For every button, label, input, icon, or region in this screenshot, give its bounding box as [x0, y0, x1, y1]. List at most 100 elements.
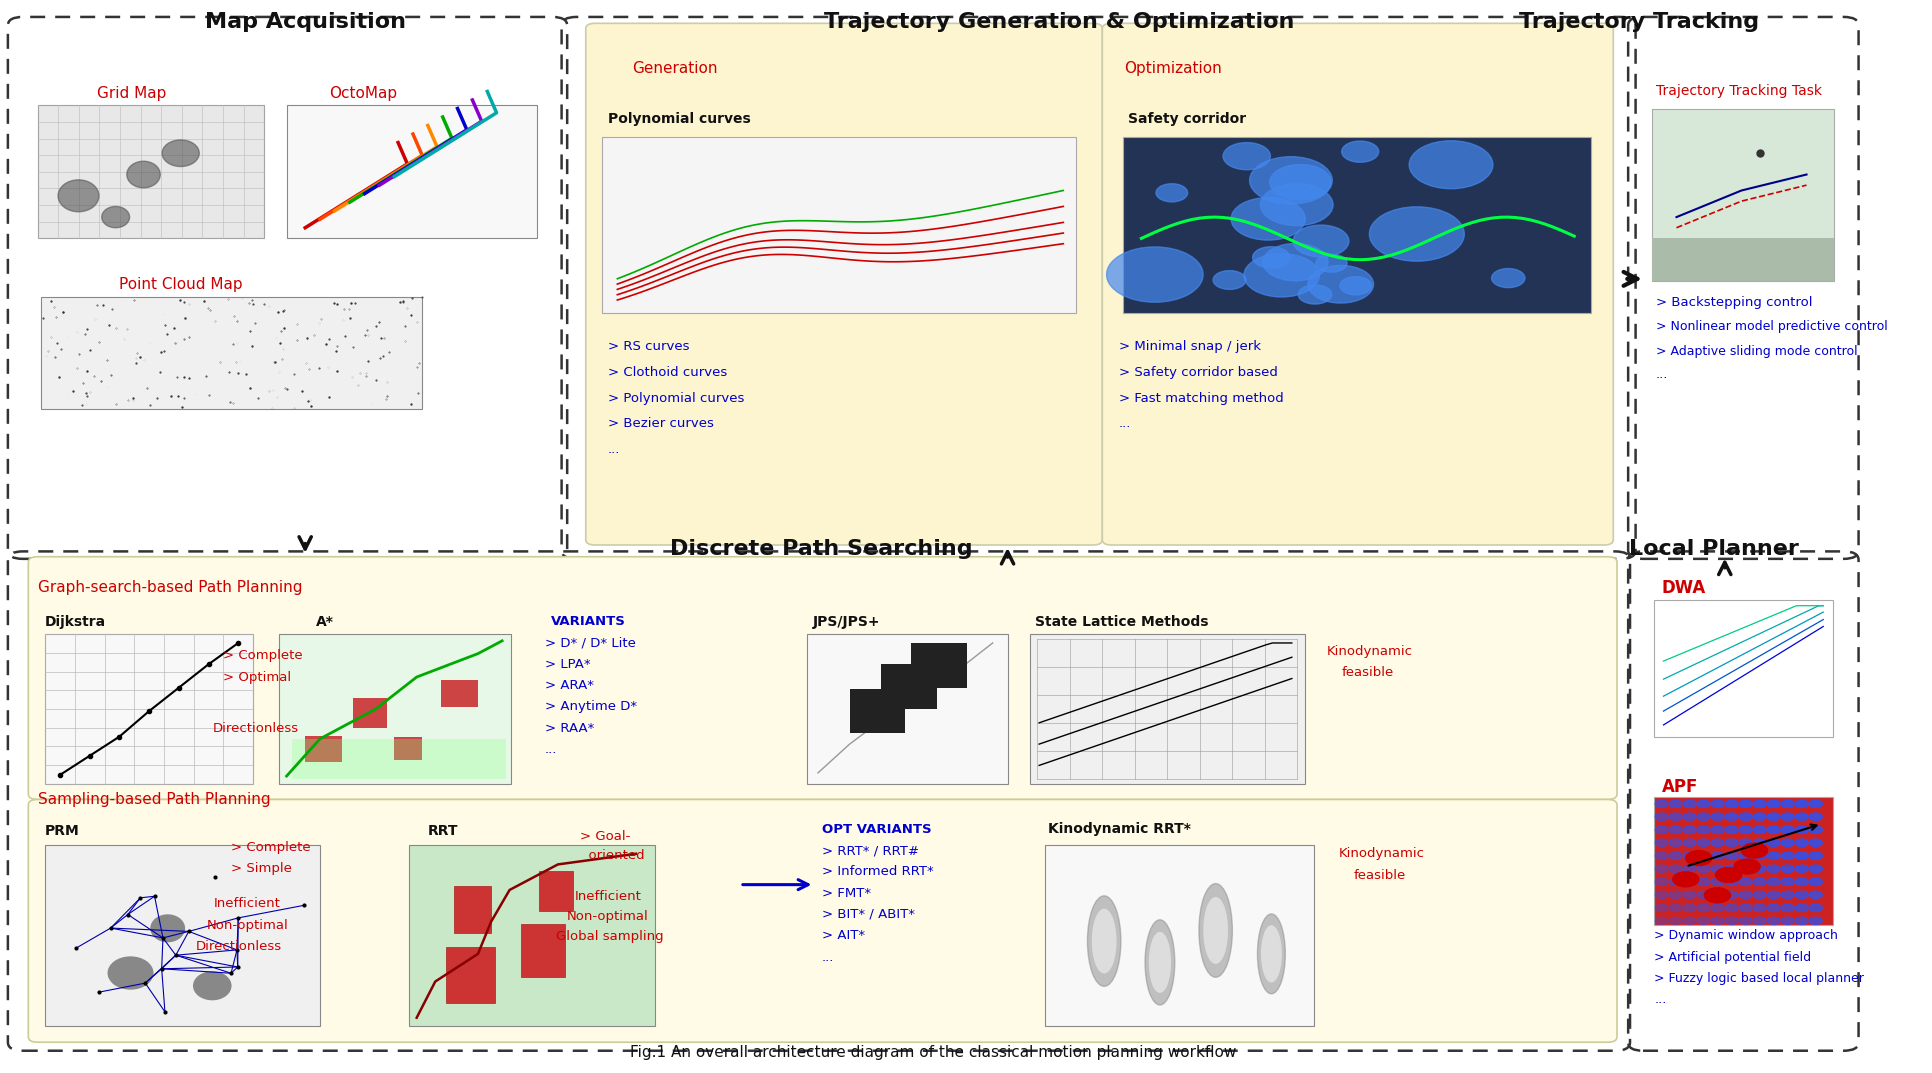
- Bar: [440, 680, 477, 707]
- Circle shape: [1795, 917, 1808, 925]
- Circle shape: [1810, 865, 1822, 872]
- Ellipse shape: [1146, 920, 1175, 1005]
- Circle shape: [1781, 800, 1795, 808]
- Text: VARIANTS: VARIANTS: [551, 615, 626, 628]
- Text: Trajectory Tracking: Trajectory Tracking: [1519, 12, 1760, 32]
- Text: > Dynamic window approach: > Dynamic window approach: [1654, 929, 1837, 942]
- Text: DWA: DWA: [1662, 578, 1706, 597]
- Circle shape: [1696, 839, 1710, 847]
- Text: > RAA*: > RAA*: [545, 722, 595, 735]
- Circle shape: [1810, 905, 1822, 912]
- Text: > Polynomial curves: > Polynomial curves: [609, 392, 744, 405]
- Circle shape: [1683, 917, 1696, 925]
- Circle shape: [1683, 865, 1696, 872]
- Text: feasible: feasible: [1343, 666, 1395, 679]
- Circle shape: [1298, 284, 1331, 304]
- Circle shape: [1725, 905, 1739, 912]
- Circle shape: [1752, 839, 1766, 847]
- Circle shape: [1696, 878, 1710, 885]
- Text: ...: ...: [1119, 417, 1132, 430]
- Circle shape: [1768, 865, 1779, 872]
- Circle shape: [1223, 143, 1271, 170]
- Circle shape: [1768, 813, 1779, 821]
- Text: Trajectory Generation & Optimization: Trajectory Generation & Optimization: [825, 12, 1294, 32]
- Circle shape: [1795, 852, 1808, 859]
- Circle shape: [1683, 813, 1696, 821]
- Text: OPT VARIANTS: OPT VARIANTS: [821, 823, 931, 836]
- Circle shape: [1683, 800, 1696, 808]
- Circle shape: [1752, 865, 1766, 872]
- Circle shape: [1244, 253, 1320, 297]
- Circle shape: [1768, 878, 1779, 885]
- Circle shape: [1712, 813, 1723, 821]
- Ellipse shape: [1200, 883, 1233, 978]
- Circle shape: [1712, 826, 1723, 834]
- Text: > AIT*: > AIT*: [821, 929, 866, 942]
- Circle shape: [1656, 813, 1667, 821]
- Circle shape: [1683, 905, 1696, 912]
- Bar: [37, 105, 265, 238]
- FancyBboxPatch shape: [1103, 24, 1613, 545]
- Circle shape: [1739, 865, 1752, 872]
- Text: Optimization: Optimization: [1124, 60, 1223, 75]
- Circle shape: [1781, 905, 1795, 912]
- Text: Dijkstra: Dijkstra: [44, 615, 106, 629]
- Bar: [410, 846, 655, 1026]
- Bar: [394, 737, 423, 760]
- Circle shape: [1781, 826, 1795, 834]
- Circle shape: [1781, 852, 1795, 859]
- Bar: [1122, 137, 1590, 313]
- Circle shape: [1155, 183, 1188, 202]
- Circle shape: [1308, 265, 1374, 303]
- Circle shape: [1712, 905, 1723, 912]
- Circle shape: [1656, 917, 1667, 925]
- Circle shape: [1712, 865, 1723, 872]
- FancyBboxPatch shape: [8, 552, 1631, 1050]
- Circle shape: [1810, 813, 1822, 821]
- Circle shape: [1739, 891, 1752, 898]
- Circle shape: [1725, 865, 1739, 872]
- Text: Safety corridor: Safety corridor: [1128, 113, 1246, 127]
- Circle shape: [1739, 813, 1752, 821]
- Circle shape: [1716, 868, 1741, 882]
- Circle shape: [1725, 826, 1739, 834]
- Text: ...: ...: [1654, 994, 1667, 1006]
- Text: ...: ...: [609, 443, 620, 456]
- Circle shape: [1739, 905, 1752, 912]
- Circle shape: [1781, 839, 1795, 847]
- Ellipse shape: [1150, 932, 1171, 993]
- Ellipse shape: [128, 161, 160, 188]
- Ellipse shape: [102, 206, 129, 227]
- Circle shape: [1795, 865, 1808, 872]
- Text: > ARA*: > ARA*: [545, 679, 593, 692]
- Text: Non-optimal: Non-optimal: [568, 910, 649, 923]
- Circle shape: [1781, 878, 1795, 885]
- Ellipse shape: [1204, 898, 1227, 964]
- Text: > Fast matching method: > Fast matching method: [1119, 392, 1283, 405]
- Text: > Minimal snap / jerk: > Minimal snap / jerk: [1119, 340, 1262, 353]
- Text: oriented: oriented: [580, 850, 645, 863]
- Circle shape: [1810, 917, 1822, 925]
- Ellipse shape: [108, 957, 153, 989]
- Bar: [1654, 797, 1833, 925]
- Text: > Complete: > Complete: [230, 841, 311, 854]
- Bar: [910, 643, 966, 688]
- FancyBboxPatch shape: [1629, 17, 1859, 559]
- Circle shape: [1656, 800, 1667, 808]
- Bar: [881, 664, 937, 709]
- Text: Kinodynamic RRT*: Kinodynamic RRT*: [1049, 822, 1192, 836]
- Bar: [305, 736, 342, 762]
- Text: Non-optimal: Non-optimal: [207, 918, 288, 931]
- Polygon shape: [1652, 238, 1833, 281]
- Circle shape: [1213, 270, 1246, 290]
- Circle shape: [1683, 878, 1696, 885]
- Text: > Informed RRT*: > Informed RRT*: [821, 865, 933, 879]
- Circle shape: [1656, 891, 1667, 898]
- Circle shape: [1781, 813, 1795, 821]
- Circle shape: [1669, 826, 1683, 834]
- Text: > Bezier curves: > Bezier curves: [609, 417, 715, 430]
- Circle shape: [1696, 852, 1710, 859]
- Circle shape: [1735, 859, 1760, 874]
- FancyBboxPatch shape: [585, 24, 1103, 545]
- Circle shape: [1810, 839, 1822, 847]
